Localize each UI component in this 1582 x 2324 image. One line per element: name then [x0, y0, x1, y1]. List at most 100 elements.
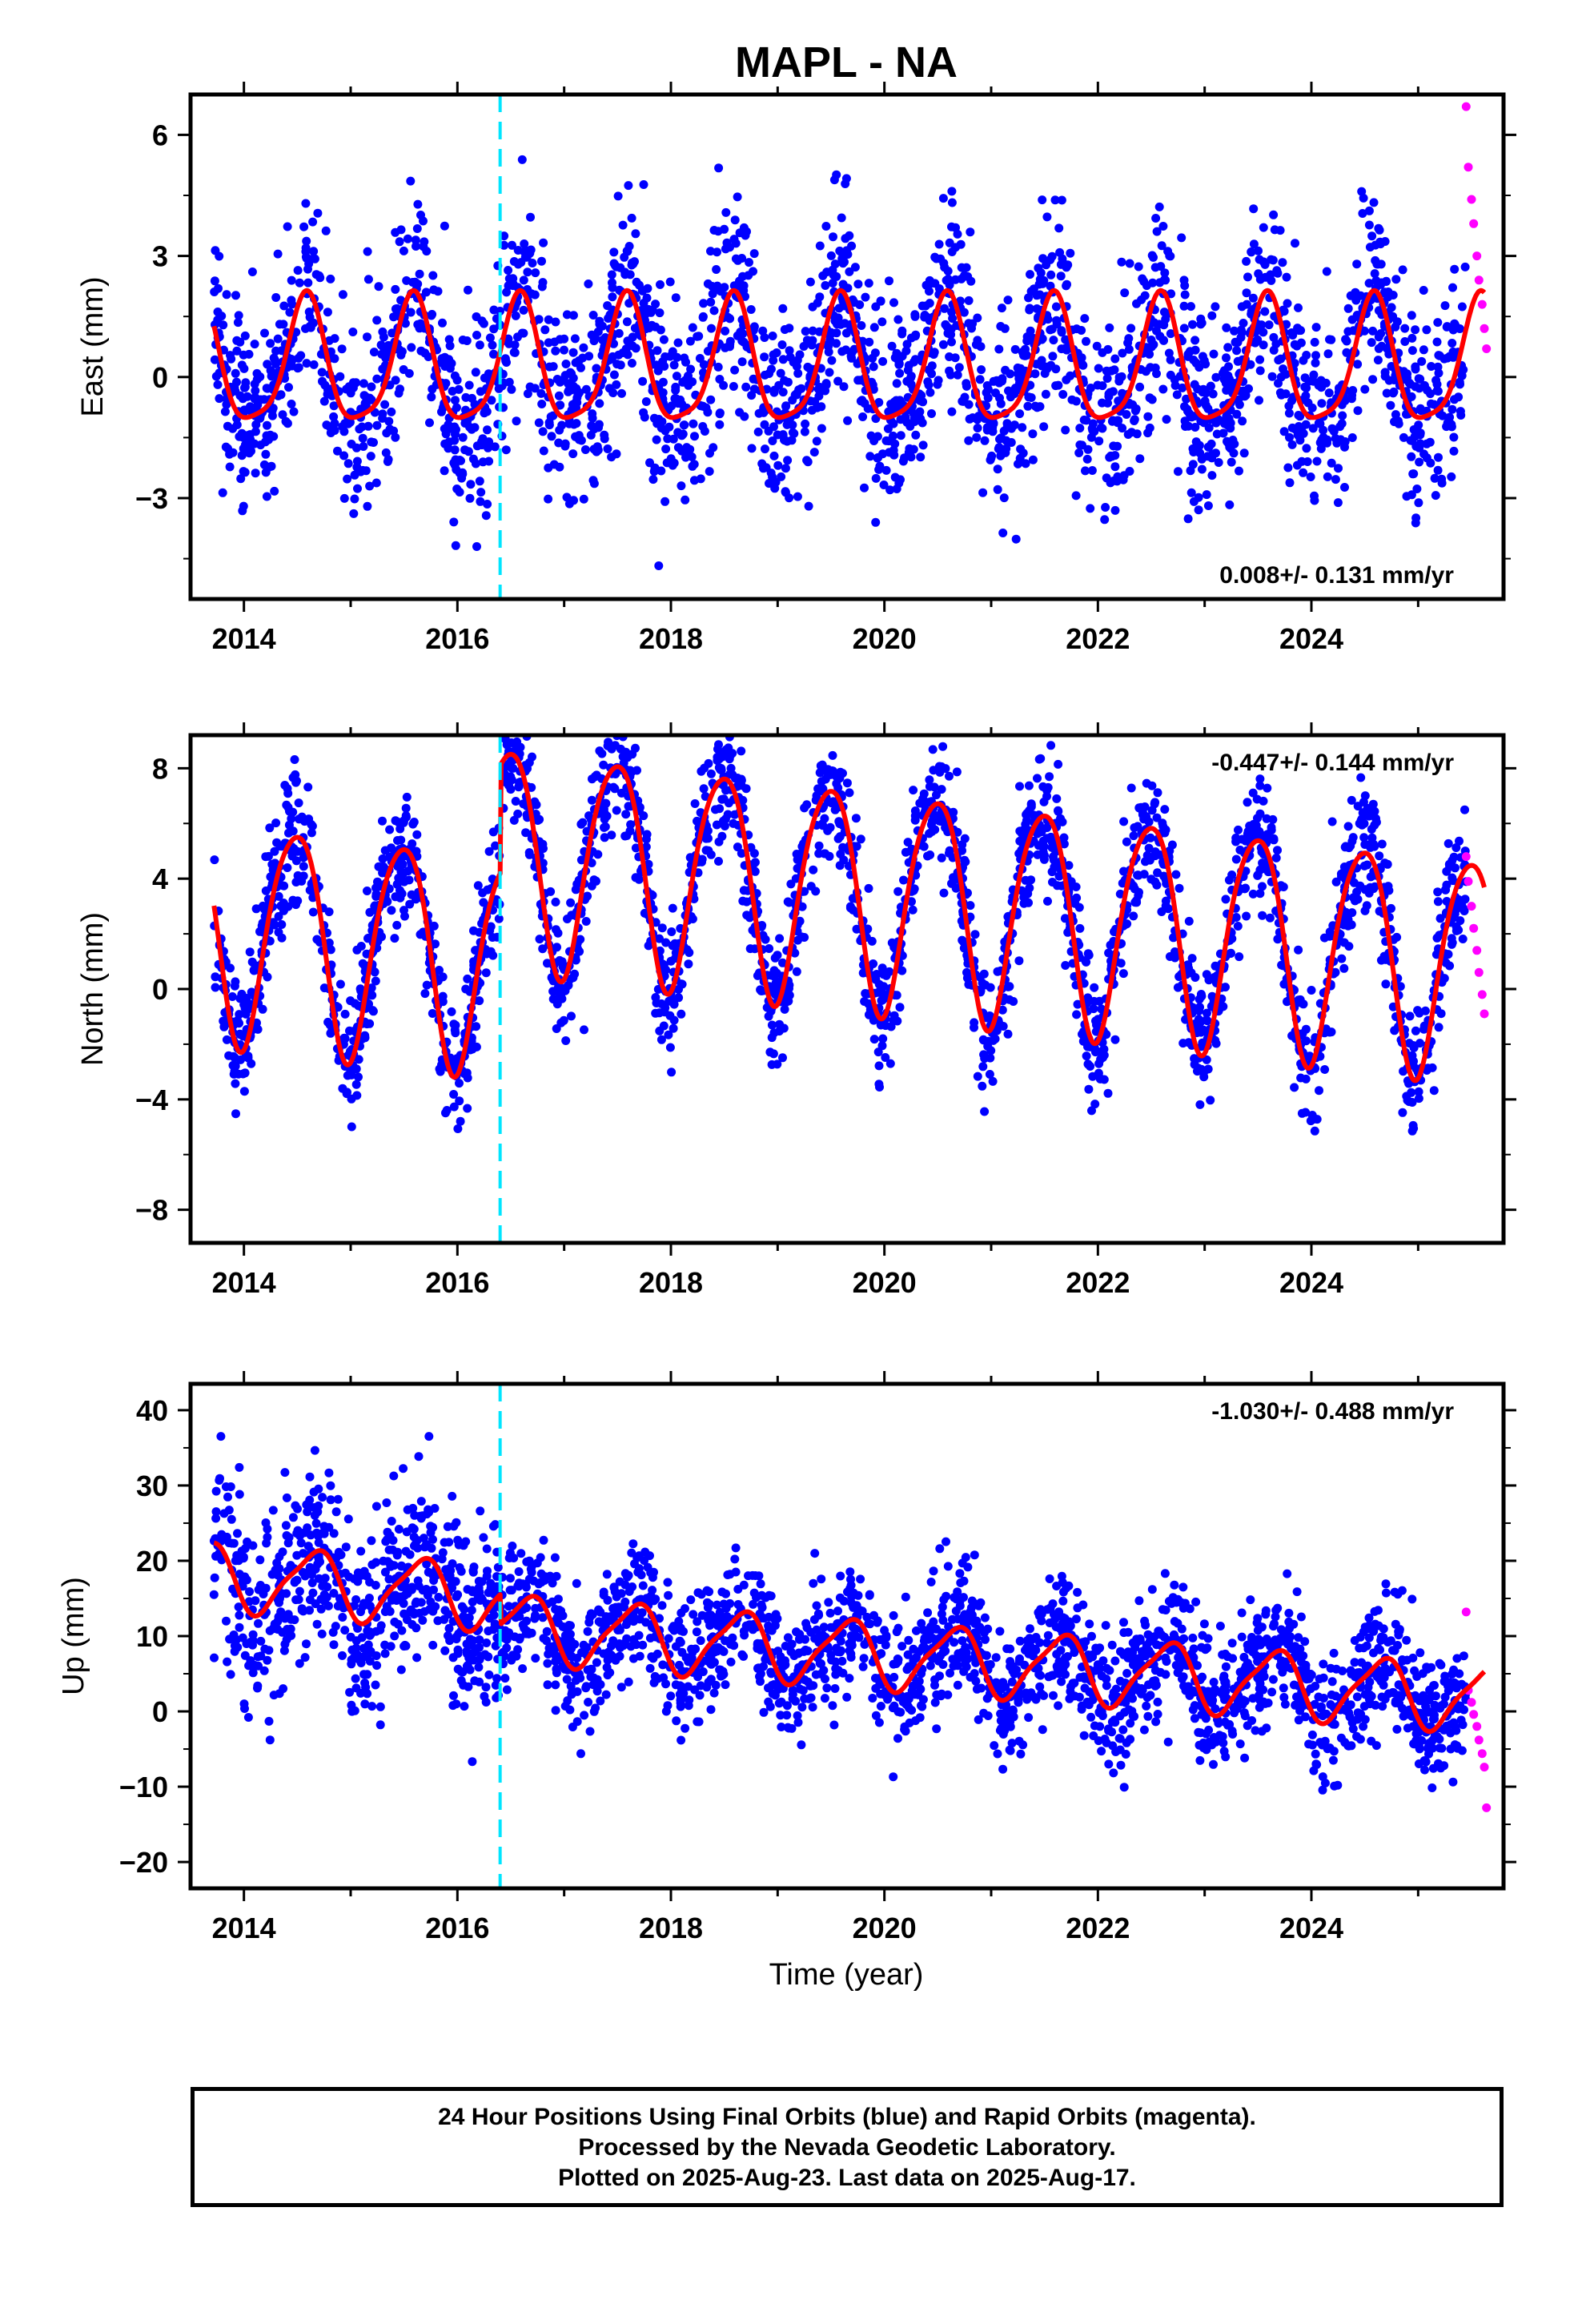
- data-point: [321, 226, 331, 235]
- data-point: [429, 921, 439, 931]
- data-point: [379, 332, 388, 342]
- data-point: [1201, 388, 1211, 398]
- data-point: [526, 212, 535, 222]
- data-point: [1331, 877, 1341, 887]
- data-point: [889, 397, 899, 407]
- data-point: [885, 276, 893, 286]
- data-point: [1239, 386, 1248, 396]
- data-point: [455, 488, 464, 497]
- data-point: [464, 380, 474, 390]
- data-point: [1026, 393, 1036, 402]
- data-point: [516, 742, 525, 752]
- data-point: [704, 834, 713, 843]
- data-point: [607, 830, 616, 840]
- data-point: [531, 268, 540, 278]
- data-point: [1183, 960, 1193, 970]
- data-point: [1209, 349, 1219, 359]
- data-point: [554, 391, 564, 400]
- data-point: [489, 349, 498, 359]
- data-point: [777, 472, 786, 481]
- x-tick-label: 2016: [425, 622, 489, 655]
- data-point: [568, 449, 578, 459]
- data-point: [1301, 391, 1311, 400]
- data-point: [472, 1022, 481, 1031]
- data-point: [671, 382, 681, 392]
- data-point: [1263, 783, 1272, 793]
- data-point: [842, 778, 852, 788]
- data-point: [1408, 469, 1418, 479]
- data-point: [750, 866, 760, 876]
- data-point: [1195, 1100, 1205, 1109]
- data-point: [714, 837, 724, 846]
- data-point: [930, 810, 939, 820]
- data-point: [287, 400, 296, 408]
- data-point: [466, 480, 476, 489]
- data-point: [1204, 442, 1214, 452]
- data-point: [323, 1017, 333, 1027]
- data-point: [943, 267, 953, 275]
- data-point: [411, 235, 420, 245]
- data-point: [1103, 344, 1113, 354]
- data-point: [1197, 464, 1207, 474]
- data-point: [897, 399, 906, 408]
- data-point: [271, 360, 280, 368]
- data-point: [1014, 849, 1024, 858]
- data-point: [440, 439, 450, 448]
- data-point: [579, 494, 588, 504]
- data-point: [972, 432, 982, 442]
- data-point: [509, 815, 519, 825]
- data-point: [793, 492, 802, 501]
- data-point: [231, 1109, 240, 1119]
- data-point: [777, 340, 787, 349]
- data-point: [509, 348, 519, 357]
- data-point: [236, 474, 246, 484]
- data-point: [1052, 794, 1062, 803]
- data-point: [284, 383, 293, 392]
- data-point: [821, 774, 830, 784]
- data-point: [897, 352, 907, 361]
- data-point: [998, 376, 1007, 386]
- data-point: [296, 351, 306, 360]
- data-point: [469, 926, 478, 935]
- data-point: [815, 241, 825, 251]
- data-point: [1456, 916, 1465, 926]
- data-point: [1057, 326, 1066, 336]
- data-point: [373, 877, 382, 887]
- data-point: [1154, 202, 1164, 211]
- data-point: [1177, 233, 1186, 243]
- data-point: [857, 321, 866, 330]
- data-point: [1080, 314, 1090, 324]
- data-point: [424, 352, 433, 361]
- data-point: [877, 1041, 887, 1051]
- data-point: [450, 445, 460, 455]
- data-point: [396, 225, 406, 235]
- data-point: [1273, 846, 1282, 855]
- data-point: [600, 814, 609, 824]
- data-point: [230, 383, 239, 392]
- data-point: [517, 155, 527, 164]
- data-point: [708, 282, 717, 291]
- data-point: [821, 281, 830, 290]
- data-point: [1145, 423, 1154, 432]
- data-point: [471, 946, 480, 955]
- data-point: [908, 905, 917, 915]
- data-point: [1203, 1064, 1213, 1074]
- data-point: [310, 254, 319, 263]
- data-point: [225, 462, 235, 472]
- data-point: [1347, 795, 1356, 805]
- data-point: [398, 859, 408, 869]
- data-point: [251, 427, 260, 436]
- data-point: [1013, 363, 1022, 372]
- data-point: [1359, 833, 1369, 842]
- data-point: [1303, 1051, 1312, 1061]
- data-point: [339, 493, 349, 503]
- data-point: [641, 397, 651, 406]
- data-point: [735, 276, 744, 286]
- data-point: [595, 399, 604, 408]
- data-point: [251, 965, 260, 975]
- data-point: [1347, 391, 1357, 400]
- data-point: [860, 483, 869, 493]
- data-point: [1267, 275, 1276, 285]
- data-point: [1433, 362, 1443, 372]
- data-point: [1404, 1097, 1414, 1107]
